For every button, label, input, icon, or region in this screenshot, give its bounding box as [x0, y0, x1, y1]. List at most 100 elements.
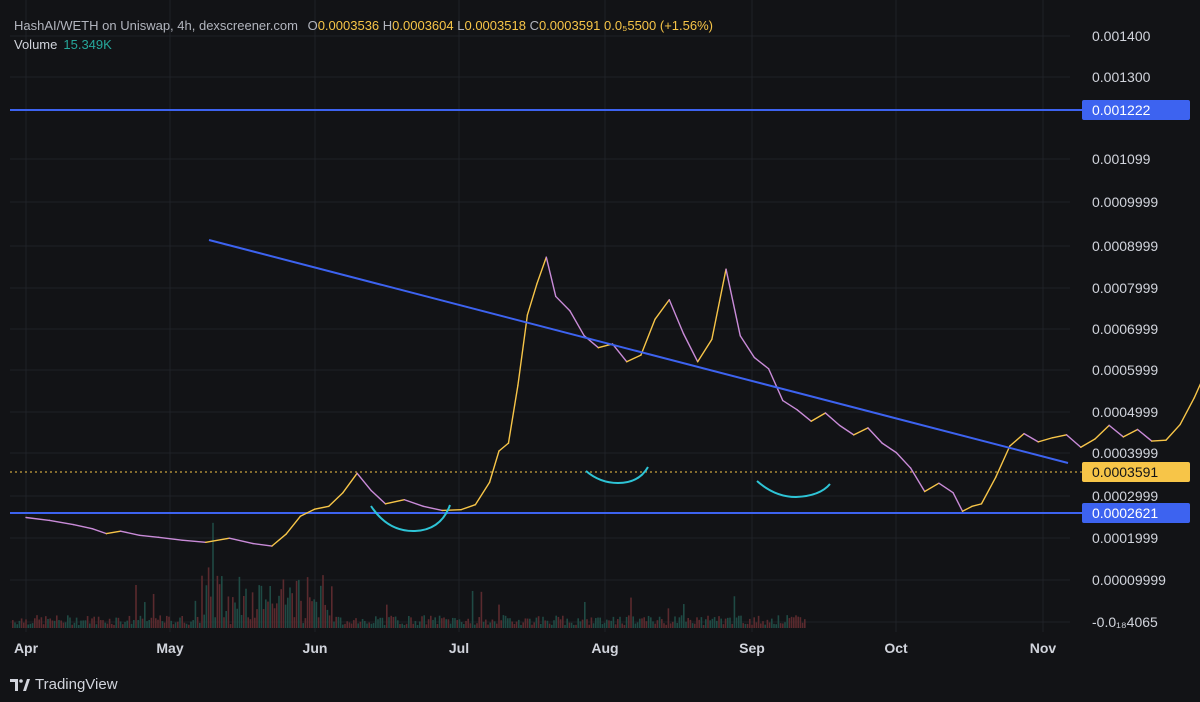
volume-bar — [221, 576, 223, 628]
price-axis[interactable]: 0.001400 0.001300 0.001222 0.001099 0.000999… — [1082, 28, 1190, 630]
volume-bar — [269, 586, 271, 628]
brand-name: TradingView — [35, 676, 118, 693]
time-axis[interactable]: Apr May Jun Jul Aug Sep Oct Nov — [14, 640, 1056, 656]
price-segment — [545, 256, 557, 298]
y-tick-label: 0.0005999 — [1092, 362, 1158, 378]
volume-bar — [150, 617, 153, 628]
volume-bar — [735, 617, 738, 628]
price-segment — [138, 534, 160, 539]
volume-bar — [665, 624, 667, 628]
volume-bar — [588, 624, 590, 628]
price-segment — [909, 467, 926, 493]
volume-bar — [236, 608, 238, 628]
ohlc-legend: HashAI/WETH on Uniswap, 4h, dexscreener.… — [14, 18, 713, 34]
volume-bar — [370, 623, 373, 628]
volume-legend: Volume 15.349K — [14, 37, 112, 52]
volume-bar — [181, 615, 183, 628]
volume-bar — [795, 615, 797, 628]
volume-bar — [394, 616, 397, 628]
volume-bar — [216, 575, 219, 628]
y-tick-label: 0.001222 — [1092, 102, 1151, 118]
volume-bar — [617, 619, 619, 628]
volume-bar — [544, 620, 546, 628]
volume-bar — [575, 624, 577, 628]
price-segment — [980, 476, 997, 505]
volume-bar — [401, 623, 403, 628]
volume-bar — [302, 623, 304, 628]
volume-bar — [641, 618, 643, 628]
price-segment — [48, 519, 75, 526]
y-tick-label: 0.0004999 — [1092, 404, 1158, 420]
volume-bar — [410, 617, 412, 628]
price-segment — [1108, 424, 1125, 438]
price-segment — [157, 536, 183, 541]
volume-bar — [694, 623, 696, 628]
volume-bar — [436, 624, 439, 628]
volume-bar — [227, 596, 230, 628]
volume-bar — [25, 619, 27, 628]
volume-bar — [751, 624, 753, 628]
volume-bar — [447, 619, 450, 628]
price-segment — [782, 399, 798, 411]
price-segment — [205, 537, 231, 543]
volume-bar — [383, 624, 386, 628]
volume-bar — [322, 575, 324, 628]
volume-bar — [438, 615, 441, 628]
y-tick-label: 0.0002621 — [1092, 505, 1158, 521]
volume-bar — [113, 624, 115, 628]
volume-bar — [724, 618, 727, 628]
volume-bar — [135, 584, 137, 628]
volume-bar — [177, 621, 179, 628]
tradingview-brand[interactable]: TradingView — [10, 676, 118, 693]
y-tick-label: 0.0003999 — [1092, 445, 1158, 461]
volume-bar — [78, 624, 80, 628]
volume-bar — [124, 621, 126, 628]
volume-bar — [29, 623, 32, 628]
volume-bar — [432, 619, 434, 628]
price-segment — [711, 268, 727, 341]
volume-bar — [251, 592, 254, 628]
volume-bar — [60, 620, 62, 628]
volume-bar — [375, 616, 377, 628]
price-segment — [422, 505, 443, 512]
volume-bar — [128, 615, 131, 628]
price-segment — [313, 505, 330, 510]
volume-bar — [397, 620, 399, 628]
price-segment — [654, 299, 670, 320]
volume-bar — [328, 615, 331, 628]
volume-bar — [647, 615, 650, 628]
price-segment — [767, 368, 784, 402]
price-segment — [1023, 432, 1039, 443]
volume-label: Volume — [14, 37, 58, 52]
volume-bar — [58, 620, 60, 628]
volume-bar — [729, 617, 731, 628]
volume-bar — [564, 624, 566, 628]
volume-bar — [139, 615, 142, 628]
volume-bar — [304, 618, 307, 628]
volume-bar — [427, 619, 430, 628]
volume-bar — [390, 615, 392, 628]
drawings — [208, 239, 1069, 533]
volume-bar — [353, 620, 355, 628]
volume-bar — [137, 620, 139, 628]
price-segment — [105, 530, 122, 535]
volume-bar — [632, 616, 634, 628]
price-segment — [611, 343, 628, 363]
price-segment — [72, 523, 93, 530]
volume-bar — [414, 621, 417, 628]
open-value: 0.0003536 — [317, 18, 380, 33]
volume-bar — [372, 623, 375, 628]
volume-bar — [56, 615, 58, 628]
x-tick-label: Nov — [1030, 640, 1057, 656]
volume-bar — [194, 600, 197, 628]
volume-bar — [707, 615, 709, 628]
price-segment — [342, 472, 358, 494]
volume-bar — [584, 601, 586, 628]
volume-bar — [174, 622, 177, 628]
volume-bar — [764, 624, 766, 628]
volume-bar — [777, 615, 780, 628]
volume-bar — [300, 600, 302, 628]
volume-bar — [170, 620, 172, 628]
